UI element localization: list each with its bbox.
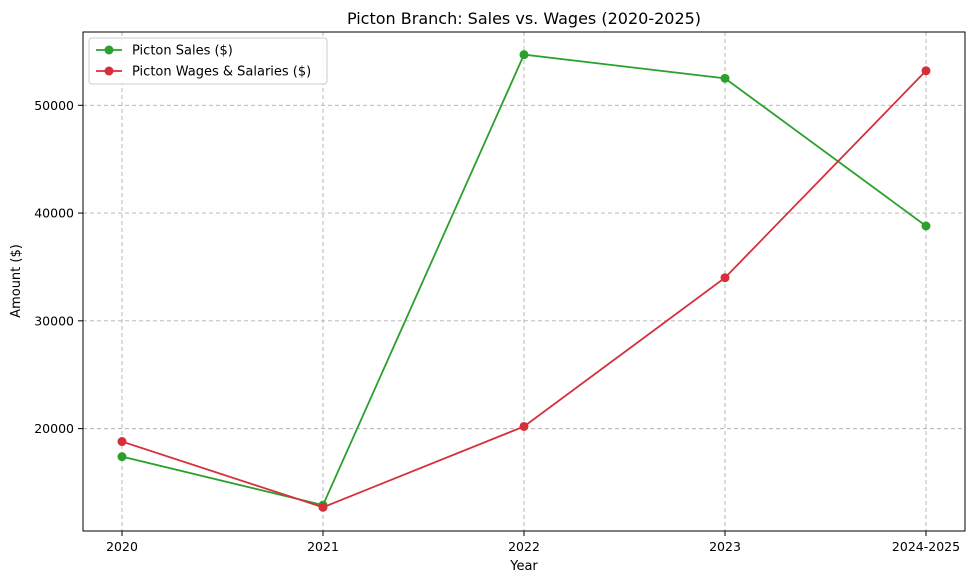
x-axis-ticks: 2020 2021 2022 2023 2024-2025	[106, 531, 960, 554]
y-axis-label: Amount ($)	[9, 244, 24, 318]
legend-box	[88, 37, 328, 85]
legend-swatch-marker	[104, 66, 114, 76]
data-point	[519, 50, 529, 60]
data-point	[720, 73, 730, 83]
x-axis-label: Year	[509, 559, 538, 574]
data-point	[117, 452, 127, 462]
plot-area-frame	[82, 31, 966, 532]
data-point	[921, 221, 931, 231]
legend: Picton Sales ($) Picton Wages & Salaries …	[88, 37, 328, 85]
legend-label: Picton Sales ($)	[132, 44, 233, 59]
legend-label: Picton Wages & Salaries ($)	[132, 65, 311, 80]
series-2	[117, 66, 931, 512]
x-tick-label: 2022	[508, 539, 540, 554]
y-tick-label: 30000	[34, 313, 74, 328]
series	[117, 50, 931, 512]
data-point	[519, 421, 529, 431]
y-tick-label: 40000	[34, 206, 74, 221]
legend-item: Picton Sales ($)	[96, 44, 233, 59]
data-point	[720, 273, 730, 283]
legend-swatch-marker	[104, 45, 114, 55]
legend-item: Picton Wages & Salaries ($)	[96, 65, 311, 80]
x-tick-label: 2020	[106, 539, 138, 554]
data-point	[318, 502, 328, 512]
data-point	[921, 66, 931, 76]
x-tick-label: 2023	[709, 539, 741, 554]
x-tick-label: 2024-2025	[892, 539, 960, 554]
y-tick-label: 50000	[34, 98, 74, 113]
y-axis-ticks: 20000 30000 40000 50000	[34, 98, 83, 436]
data-point	[117, 437, 127, 447]
y-tick-label: 20000	[34, 421, 74, 436]
legend-items: Picton Sales ($) Picton Wages & Salaries …	[96, 44, 311, 80]
x-tick-label: 2021	[307, 539, 339, 554]
grid	[83, 32, 965, 531]
chart-title: Picton Branch: Sales vs. Wages (2020-202…	[347, 9, 701, 28]
